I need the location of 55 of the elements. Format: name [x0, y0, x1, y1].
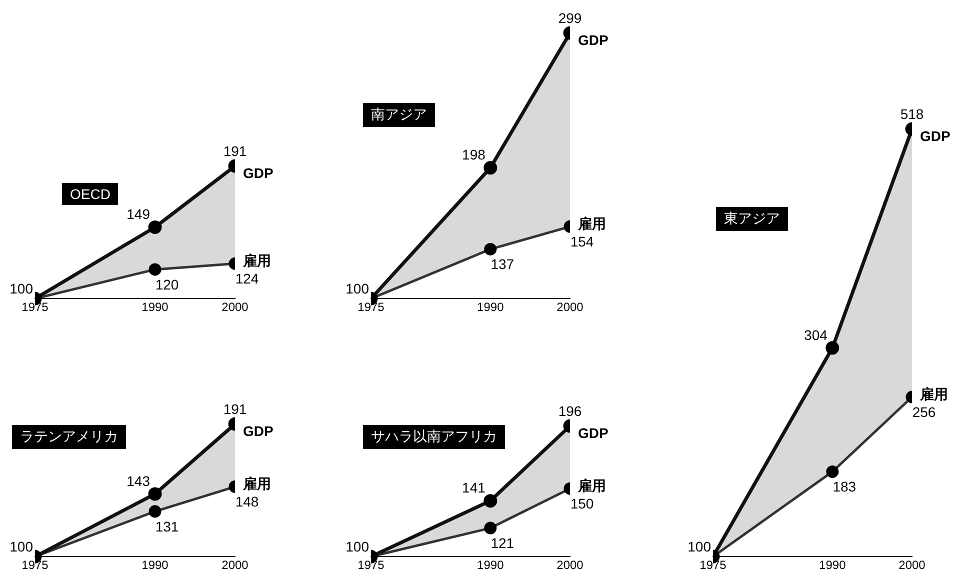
series-label: 雇用: [577, 215, 606, 232]
series-label: 雇用: [919, 386, 948, 402]
data-label: 100: [346, 280, 370, 296]
data-label: 100: [688, 538, 712, 554]
series-label: GDP: [578, 424, 608, 441]
x-tick-label: 1990: [819, 558, 846, 572]
data-label: 154: [570, 233, 594, 250]
x-tick-label: 2000: [222, 558, 249, 572]
data-label: 256: [912, 404, 936, 420]
data-label: 150: [570, 495, 594, 512]
text: 南アジア: [363, 103, 435, 127]
x-tick-label: 1975: [22, 300, 49, 314]
data-label: 148: [235, 494, 259, 510]
x-tick-label: 1975: [22, 558, 49, 572]
data-label: 198: [462, 146, 486, 163]
x-tick-label: 2000: [556, 558, 584, 572]
chart-title: ラテンアメリカ: [12, 425, 126, 449]
series-label: 雇用: [242, 252, 271, 268]
x-tick-label: 1990: [142, 558, 169, 572]
series-label: GDP: [243, 164, 274, 181]
data-label: 143: [126, 472, 150, 489]
data-label: 100: [10, 280, 34, 296]
data-label: 124: [235, 270, 259, 286]
x-tick-label: 1990: [142, 300, 169, 314]
data-label: 141: [462, 480, 486, 496]
data-label: 191: [223, 400, 247, 417]
x-tick-label: 1975: [358, 558, 385, 572]
series-label: GDP: [578, 32, 608, 48]
data-label: 518: [900, 106, 924, 122]
data-label: 131: [155, 518, 179, 534]
x-tick-label: 2000: [898, 558, 926, 572]
series-label: 雇用: [577, 477, 606, 494]
x-tick-label: 1975: [358, 300, 385, 314]
chart-title: サハラ以南アフリカ: [363, 425, 505, 449]
x-tick-label: 1990: [477, 300, 504, 314]
data-label: 191: [223, 142, 247, 159]
x-tick-label: 2000: [222, 300, 249, 314]
data-label: 196: [558, 402, 582, 419]
data-label: 149: [126, 206, 150, 222]
x-tick-label: 1975: [700, 558, 727, 572]
data-label: 137: [490, 256, 514, 272]
x-tick-label: 2000: [556, 300, 584, 314]
data-label: 183: [832, 478, 856, 495]
data-label: 120: [155, 276, 179, 292]
data-label: 304: [804, 326, 828, 343]
data-label: 100: [10, 538, 34, 554]
data-label: 121: [490, 534, 514, 551]
data-label: 299: [558, 10, 582, 26]
text: OECD: [62, 183, 118, 205]
series-label: GDP: [920, 128, 950, 144]
data-label: 100: [346, 538, 370, 554]
text: 東アジア: [716, 207, 788, 231]
series-label: GDP: [243, 422, 274, 439]
series-label: 雇用: [242, 476, 271, 492]
x-tick-label: 1990: [477, 558, 504, 572]
